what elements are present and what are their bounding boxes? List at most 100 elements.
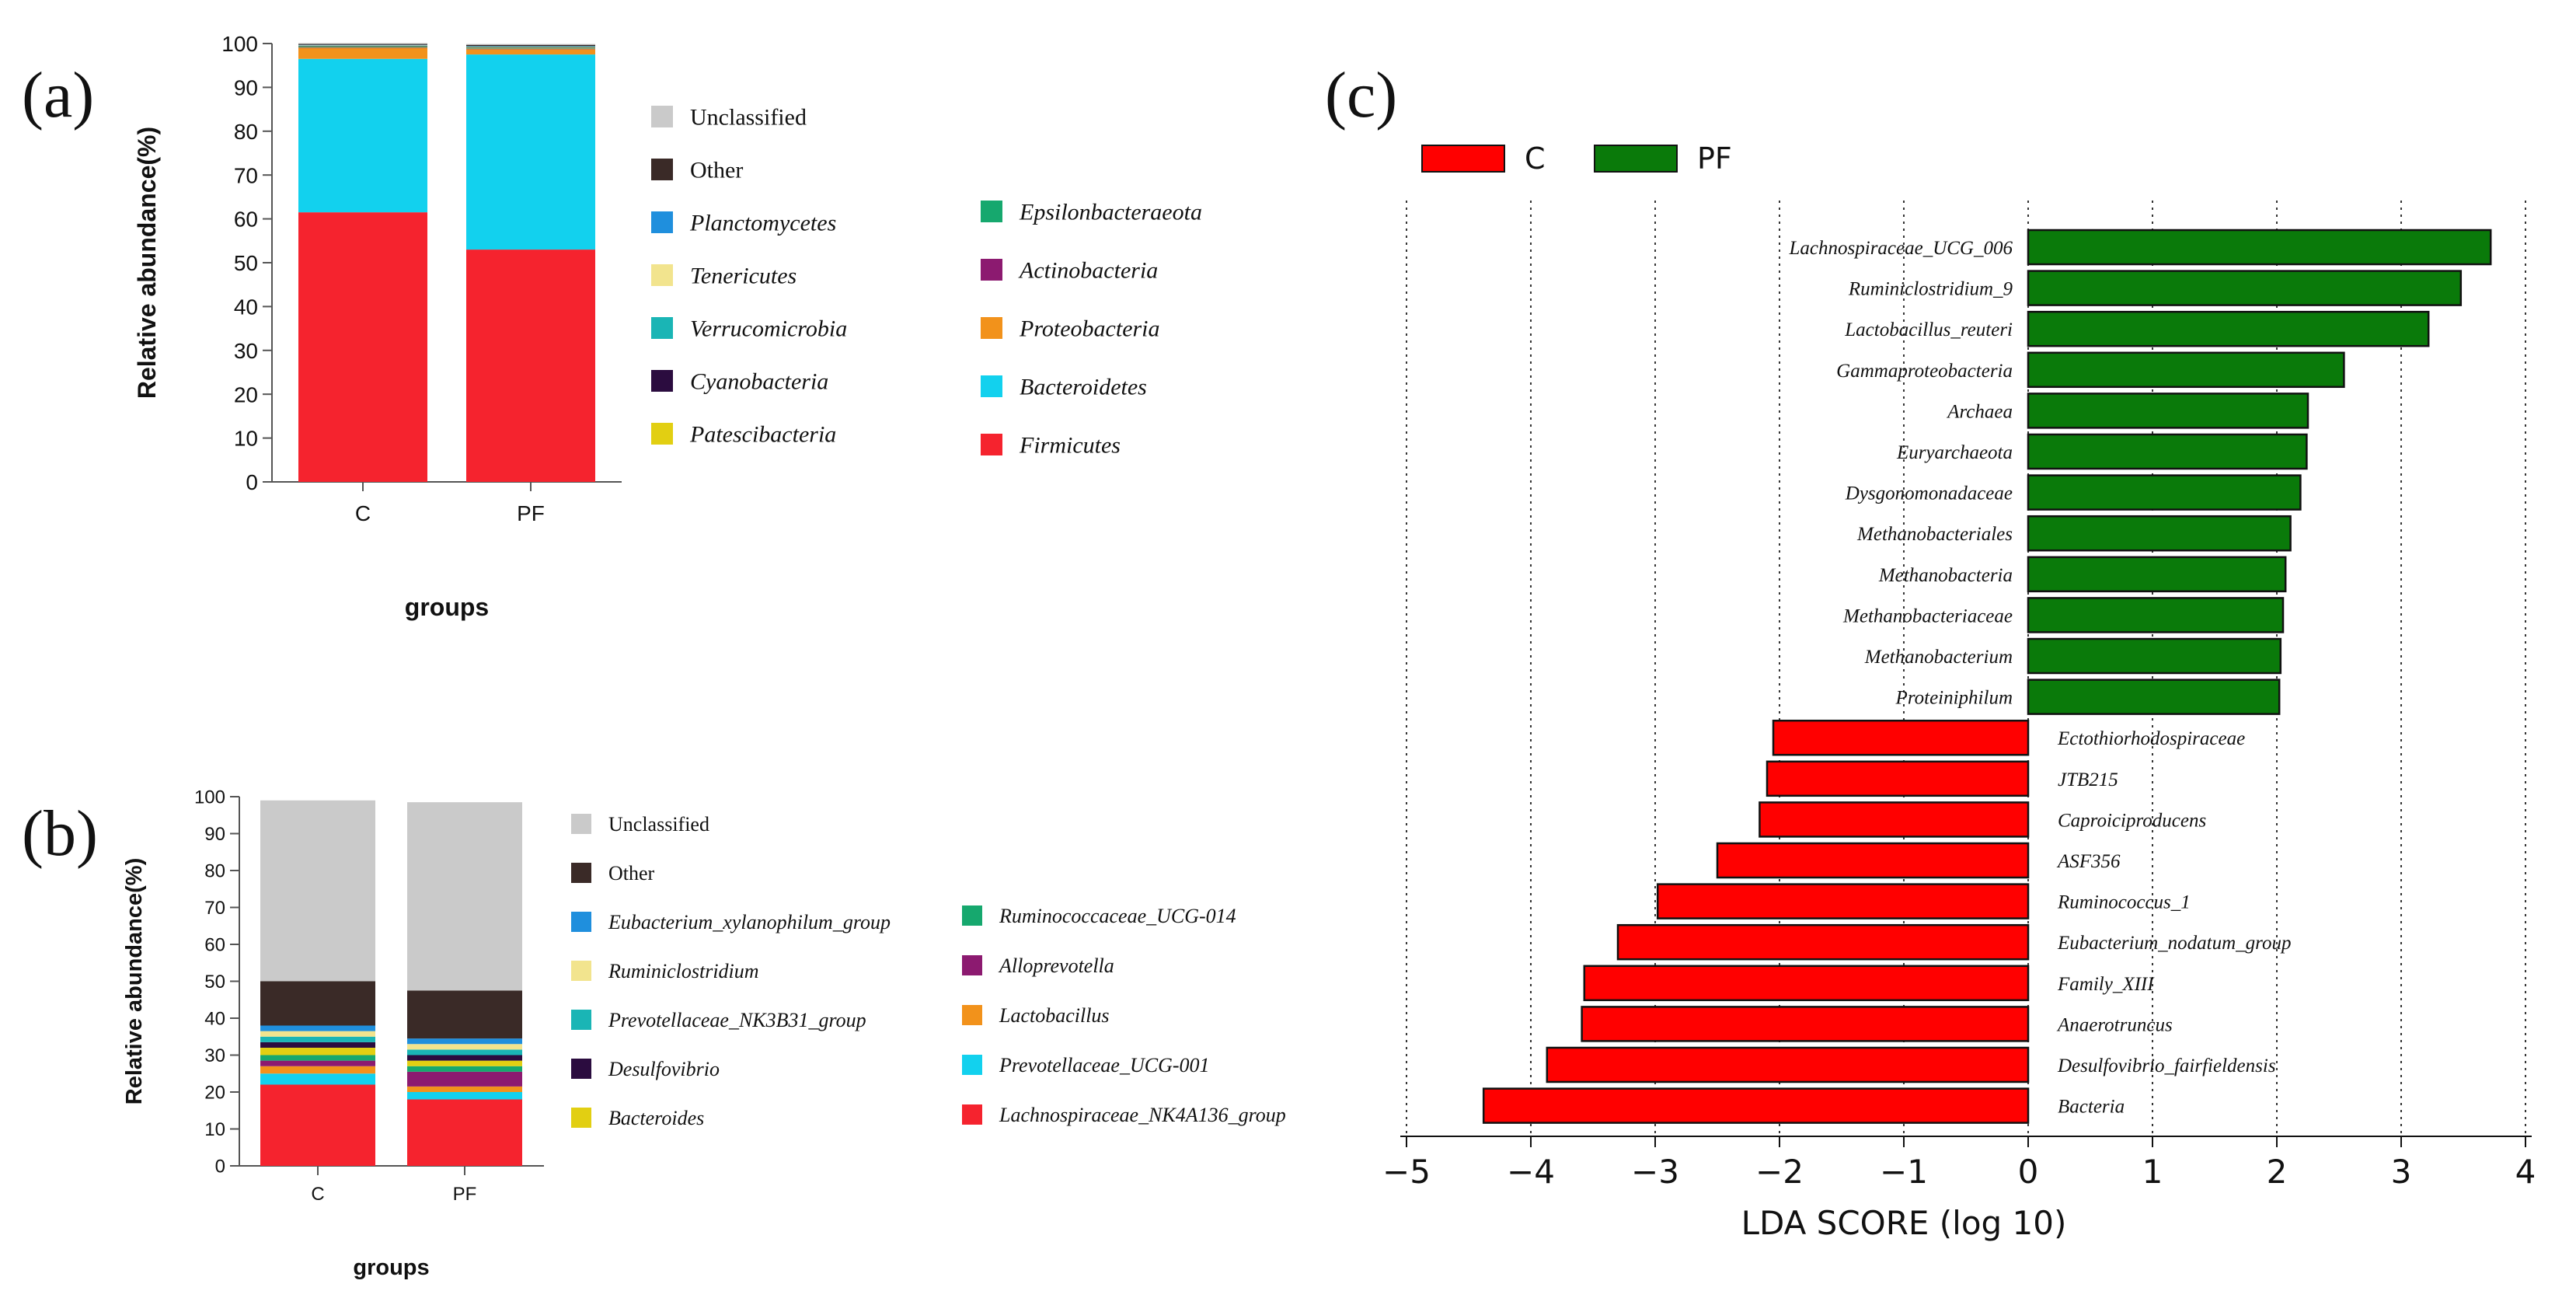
- legend-swatch-patescibacteria: [651, 423, 673, 445]
- legend-label-pf: PF: [1697, 141, 1732, 176]
- legend-label-ruminococcaceae-ucg-014: Ruminococcaceae_UCG-014: [999, 905, 1236, 927]
- legend-label-desulfovibrio: Desulfovibrio: [608, 1058, 720, 1080]
- y-tick-label: 90: [234, 75, 258, 99]
- legend-label-alloprevotella: Alloprevotella: [998, 954, 1114, 977]
- x-tick-label: 1: [2142, 1153, 2163, 1191]
- legend-label-patescibacteria: Patescibacteria: [689, 422, 836, 448]
- x-tick-label-pf: PF: [453, 1184, 477, 1205]
- y-tick-label: 40: [204, 1009, 225, 1030]
- bar-label-dysgonomonadaceae: Dysgonomonadaceae: [1845, 483, 2013, 504]
- legend-label-epsilonbacteraeota: Epsilonbacteraeota: [1019, 200, 1202, 225]
- bar-segment-lactobacillus-c: [260, 1066, 375, 1074]
- legend-swatch-ruminococcaceae-ucg-014: [962, 905, 982, 926]
- legend-label-unclassified: Unclassified: [690, 105, 807, 131]
- legend-swatch-pf: [1594, 145, 1678, 173]
- legend-swatch-verrucomicrobia: [651, 317, 673, 339]
- bar-caproiciproducens: [1759, 801, 2030, 838]
- bar-ruminiclostridium-9: [2027, 270, 2463, 306]
- legend-swatch-prevotellaceae-nk3b31-group: [571, 1010, 591, 1030]
- legend-label-eubacterium-xylanophilum-group: Eubacterium_xylanophilum_group: [608, 911, 891, 933]
- bar-segment-prevotellaceae-ucg-001-c: [260, 1073, 375, 1085]
- bar-segment-lachnospiraceae-nk4a136-group-c: [260, 1084, 375, 1166]
- x-tick-label-pf: PF: [517, 501, 545, 525]
- legend-swatch-lachnospiraceae-nk4a136-group: [962, 1104, 982, 1125]
- bar-segment-other-pf: [466, 44, 595, 47]
- bar-segment-verrucomicrobia-c: [298, 45, 427, 47]
- legend-label-lachnospiraceae-nk4a136-group: Lachnospiraceae_NK4A136_group: [999, 1104, 1286, 1126]
- legend-swatch-other: [651, 159, 673, 180]
- bar-segment-proteobacteria-c: [298, 47, 427, 59]
- legend-label-other: Other: [608, 862, 655, 885]
- legend-swatch-unclassified: [651, 106, 673, 127]
- bar-methanobacterium: [2027, 637, 2282, 675]
- bar-segment-bacteroidetes-c: [298, 58, 427, 213]
- legend-label-actinobacteria: Actinobacteria: [1018, 258, 1158, 284]
- bar-label-gammaproteobacteria: Gammaproteobacteria: [1836, 361, 2013, 382]
- y-tick-label: 90: [204, 824, 225, 845]
- legend-swatch-epsilonbacteraeota: [981, 201, 1002, 222]
- legend-label-verrucomicrobia: Verrucomicrobia: [690, 316, 847, 342]
- bar-segment-prevotellaceae-ucg-001-pf: [407, 1092, 522, 1100]
- bar-label-ectothiorhodospiraceae: Ectothiorhodospiraceae: [2057, 728, 2245, 749]
- bar-segment-unclassified-c: [260, 800, 375, 982]
- legend-swatch-firmicutes: [981, 434, 1002, 455]
- bar-segment-cyanobacteria-c: [298, 46, 427, 47]
- legend-label-proteobacteria: Proteobacteria: [1019, 316, 1160, 342]
- panel-b: (b) 0 10 20 30 40 50 60 70 80 90 100 C PF Relative abu…: [22, 787, 1286, 1280]
- y-tick-label: 0: [215, 1157, 225, 1178]
- legend-swatch-tenericutes: [651, 264, 673, 286]
- x-axis-label: groups: [353, 1255, 429, 1280]
- x-tick-label: −2: [1755, 1153, 1804, 1191]
- y-tick-label: 20: [234, 382, 258, 406]
- bar-segment-planctomycetes-pf: [466, 46, 595, 47]
- bar-label-family-xiii: Family_XIII: [2057, 974, 2155, 995]
- y-tick-label: 50: [234, 251, 258, 275]
- bar-gammaproteobacteria: [2027, 351, 2345, 389]
- legend-swatch-desulfovibrio: [571, 1059, 591, 1079]
- y-tick-label: 80: [204, 861, 225, 882]
- bar-family-xiii: [1583, 965, 2030, 1002]
- bar-segment-bacteroides-pf: [407, 1060, 522, 1066]
- bar-segment-planctomycetes-c: [298, 44, 427, 46]
- bar-ruminococcus-1: [1656, 883, 2030, 919]
- legend-swatch-other: [571, 863, 591, 883]
- bar-label-asf356: ASF356: [2056, 851, 2121, 872]
- legend-label-unclassified: Unclassified: [608, 813, 709, 836]
- x-tick-label: −5: [1382, 1153, 1431, 1191]
- bar-label-lactobacillus-reuteri: Lactobacillus_reuteri: [1844, 319, 2013, 340]
- x-tick-label-c: C: [311, 1184, 324, 1205]
- legend-swatch-planctomycetes: [651, 211, 673, 233]
- bar-segment-eubacterium-xylanophilum-group-c: [260, 1025, 375, 1031]
- y-tick-label: 100: [221, 32, 258, 56]
- legend-swatch-cyanobacteria: [651, 370, 673, 392]
- bar-segment-proteobacteria-pf: [466, 49, 595, 55]
- y-tick-label: 70: [204, 898, 225, 919]
- y-tick-label: 0: [246, 470, 258, 494]
- y-axis-label: Relative abundance(%): [122, 858, 147, 1104]
- bar-dysgonomonadaceae: [2027, 474, 2302, 511]
- bar-label-anaerotruncus: Anaerotruncus: [2056, 1014, 2173, 1035]
- bar-segment-epsilonbacteraeota-c: [298, 47, 427, 48]
- bar-segment-lachnospiraceae-nk4a136-group-pf: [407, 1099, 522, 1166]
- legend-label-bacteroides: Bacteroides: [608, 1107, 704, 1129]
- legend-label-firmicutes: Firmicutes: [1019, 433, 1121, 459]
- bar-segment-desulfovibrio-c: [260, 1042, 375, 1048]
- y-tick-label: 60: [234, 208, 258, 232]
- bar-segment-unclassified-pf: [466, 44, 595, 45]
- x-tick-label: 4: [2515, 1153, 2536, 1191]
- legend-label-bacteroidetes: Bacteroidetes: [1020, 375, 1147, 400]
- legend-label-c: C: [1525, 141, 1546, 176]
- legend-label-other: Other: [690, 158, 743, 183]
- bar-segment-alloprevotella-pf: [407, 1071, 522, 1087]
- x-tick-label: 0: [2018, 1153, 2039, 1191]
- legend-swatch-proteobacteria: [981, 317, 1002, 339]
- bar-label-methanobacteriales: Methanobacteriales: [1856, 524, 2013, 545]
- bar-label-caproiciproducens: Caproiciproducens: [2058, 810, 2206, 831]
- bar-segment-bacteroidetes-pf: [466, 54, 595, 250]
- legend-label-prevotellaceae-nk3b31-group: Prevotellaceae_NK3B31_group: [608, 1009, 866, 1031]
- bar-proteiniphilum: [2027, 679, 2281, 715]
- y-tick-label: 50: [204, 972, 225, 993]
- bar-label-ruminiclostridium-9: Ruminiclostridium_9: [1848, 279, 2013, 300]
- bar-segment-other-c: [260, 981, 375, 1026]
- legend-swatch-prevotellaceae-ucg-001: [962, 1055, 982, 1075]
